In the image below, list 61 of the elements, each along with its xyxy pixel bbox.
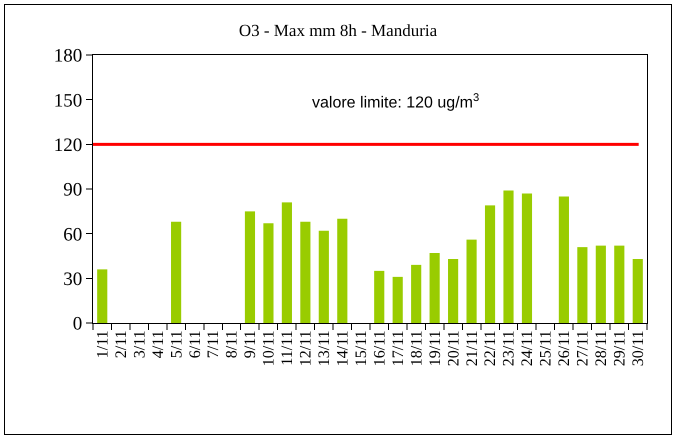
y-tick-label: 180 <box>54 46 82 67</box>
x-tick-label: 9/11 <box>242 330 260 358</box>
bar <box>337 218 348 323</box>
bar <box>411 264 422 323</box>
x-tick-label: 25/11 <box>538 330 555 366</box>
y-tick-label: 60 <box>63 224 82 246</box>
x-tick-label: 7/11 <box>205 330 222 358</box>
bar <box>577 247 588 323</box>
bar <box>558 196 569 323</box>
bar <box>632 258 643 323</box>
x-tick-label: 3/11 <box>131 330 148 358</box>
x-tick-label: 20/11 <box>445 330 462 366</box>
bar <box>466 240 477 323</box>
bar <box>596 246 606 323</box>
bar <box>318 230 329 323</box>
x-tick-label: 21/11 <box>464 330 481 366</box>
x-tick-label: 12/11 <box>298 330 315 366</box>
x-tick-label: 16/11 <box>371 330 388 366</box>
x-tick-label: 19/11 <box>426 330 444 366</box>
x-tick-label: 29/11 <box>612 330 628 366</box>
x-tick-label: 13/11 <box>316 330 334 366</box>
x-tick-label: 11/11 <box>279 330 296 366</box>
bar <box>392 276 403 323</box>
x-tick-label: 22/11 <box>482 330 500 366</box>
x-tick-label: 28/11 <box>593 330 610 366</box>
bar <box>614 246 624 323</box>
bar <box>263 223 274 323</box>
y-tick-label: 150 <box>54 90 82 112</box>
x-tick-label: 8/11 <box>224 330 241 358</box>
bar <box>522 193 532 323</box>
x-tick-label: 2/11 <box>112 330 130 358</box>
x-tick-label: 14/11 <box>334 330 352 366</box>
x-tick-label: 17/11 <box>390 330 407 366</box>
x-tick-label: 30/11 <box>630 330 647 366</box>
ref-line-label: valore limite: 120 ug/m$^{3}$ <box>312 92 480 112</box>
bar <box>503 190 514 323</box>
bar <box>171 222 182 323</box>
bar <box>282 202 292 323</box>
x-tick-label: 27/11 <box>574 330 592 366</box>
x-tick-label: 10/11 <box>260 330 278 366</box>
x-tick-label: 1/11 <box>94 330 112 358</box>
x-tick-label: 18/11 <box>408 330 426 366</box>
x-tick-label: 24/11 <box>519 330 536 366</box>
bar <box>484 205 496 323</box>
bar <box>97 269 108 323</box>
x-tick-label: 26/11 <box>556 330 574 366</box>
y-tick-label: 30 <box>63 268 82 290</box>
x-tick-label: 5/11 <box>168 330 186 358</box>
y-tick-label: 90 <box>63 180 82 201</box>
bar <box>448 258 458 323</box>
x-tick-label: 23/11 <box>500 330 518 366</box>
x-tick-label: 4/11 <box>150 330 167 358</box>
chart-title: O3 - Max mm 8h - Manduria <box>238 21 438 40</box>
bar <box>430 253 440 323</box>
bar <box>300 222 310 323</box>
y-tick-label: 120 <box>54 134 82 156</box>
x-tick-label: 6/11 <box>186 330 204 358</box>
y-tick-label: 0 <box>72 314 82 335</box>
bar <box>244 211 256 323</box>
x-tick-label: 15/11 <box>352 330 370 366</box>
bar <box>374 270 384 323</box>
